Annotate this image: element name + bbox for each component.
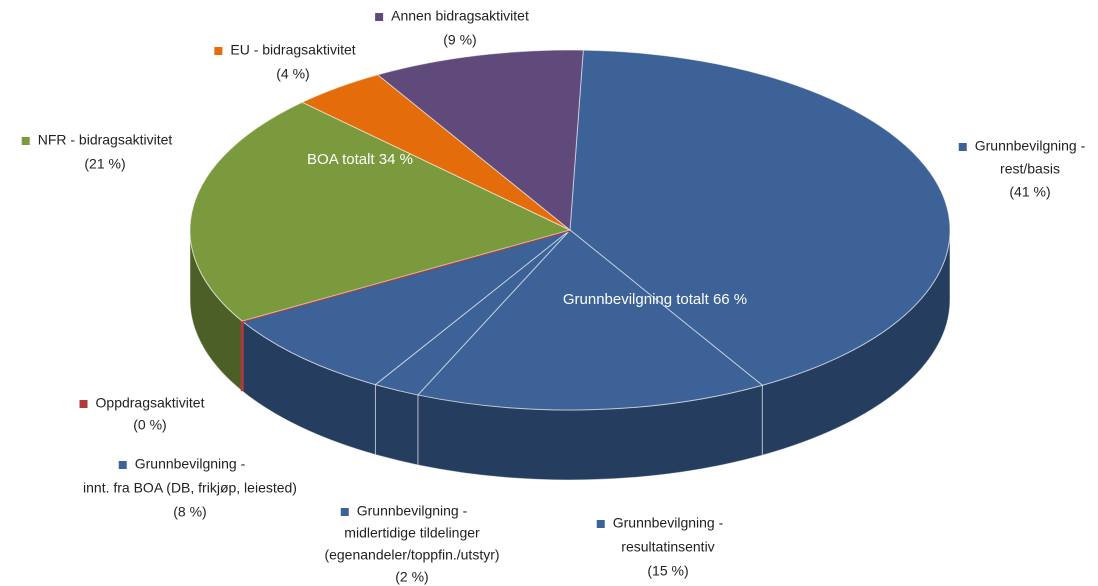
legend-swatch: [21, 137, 30, 145]
value-label: (21 %): [84, 156, 125, 172]
value-label: (2 %): [395, 569, 428, 585]
legend-label: Annen bidragsaktivitet: [391, 8, 529, 24]
legend-label: rest/basis: [1000, 161, 1060, 177]
legend-swatch: [340, 508, 349, 516]
legend-label: midlertidige tildelinger: [344, 525, 480, 541]
legend-swatch: [375, 13, 384, 21]
legend-entry: EU - bidragsaktivitet (4 %): [214, 42, 356, 82]
legend-entry: Oppdragsaktivitet (0 %): [79, 395, 205, 433]
value-label: (4 %): [276, 66, 309, 82]
value-label: (0 %): [133, 417, 166, 433]
legend-swatch: [118, 461, 127, 469]
legend-label: Oppdragsaktivitet: [96, 395, 205, 411]
legend-entry: Grunnbevilgning - midlertidige tildelinge…: [324, 503, 499, 585]
legend-swatch: [596, 520, 605, 528]
slice: [416, 229, 764, 411]
legend-label: Grunnbevilgning -: [357, 503, 468, 519]
annotation: Grunnbevilgning totalt 66 %: [563, 291, 747, 308]
value-label: (8 %): [173, 504, 206, 520]
legend-entry: Grunnbevilgning - innt. fra BOA (DB, frik…: [83, 456, 297, 520]
value-label: (41 %): [1009, 184, 1050, 200]
legend-label: innt. fra BOA (DB, frikjøp, leiested): [83, 480, 297, 496]
legend-entry: Grunnbevilgning - resultatinsentiv (15 %): [596, 515, 724, 579]
legend-label: NFR - bidragsaktivitet: [38, 132, 173, 148]
value-label: (9 %): [443, 32, 476, 48]
legend-label: EU - bidragsaktivitet: [230, 42, 355, 58]
value-label: (15 %): [647, 563, 688, 579]
legend-label: Grunnbevilgning -: [135, 456, 246, 472]
slice-side: [374, 383, 419, 466]
legend-label: resultatinsentiv: [621, 539, 714, 555]
legend-label: (egenandeler/toppfin./utstyr): [324, 547, 499, 563]
slice: [241, 229, 571, 386]
slice: [376, 49, 584, 231]
legend-swatch: [214, 47, 223, 55]
legend-swatch: [79, 400, 88, 408]
legend-entry: Grunnbevilgning - rest/basis (41 %): [958, 138, 1086, 200]
slice: [569, 49, 951, 386]
legend-entry: Annen bidragsaktivitet (9 %): [375, 8, 529, 48]
legend-label: Grunnbevilgning -: [975, 138, 1086, 154]
legend-label: Grunnbevilgning -: [613, 515, 724, 531]
annotation: BOA totalt 34 %: [307, 151, 413, 168]
legend-swatch: [958, 143, 967, 151]
legend-entry: NFR - bidragsaktivitet (21 %): [21, 132, 173, 172]
slice: [189, 101, 572, 322]
